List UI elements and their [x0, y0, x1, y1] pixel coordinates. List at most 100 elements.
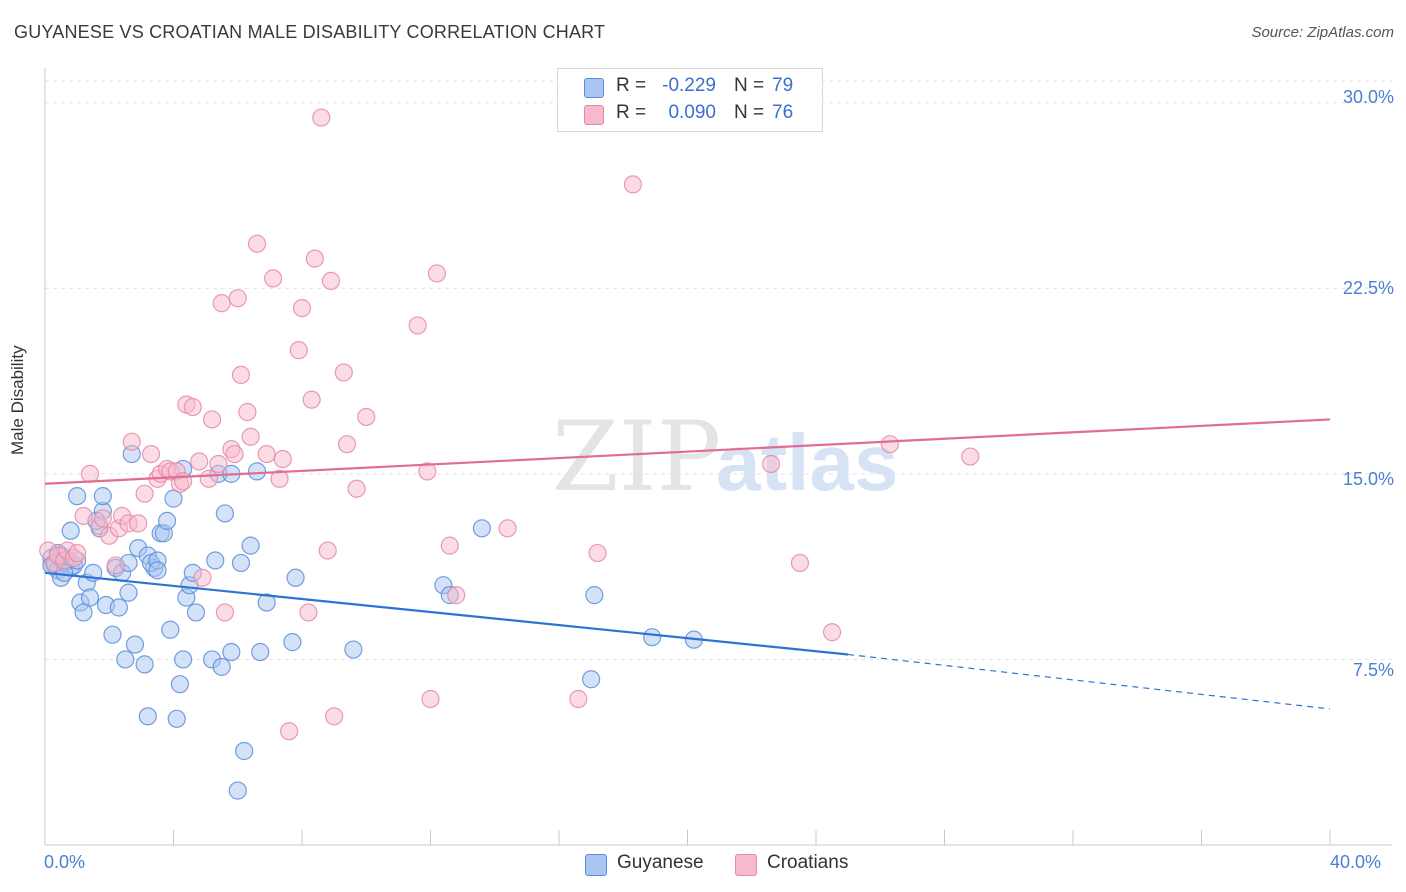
watermark: ZIP atlas — [552, 401, 898, 513]
chart-source: Source: ZipAtlas.com — [1251, 24, 1394, 41]
x-tick-40: 40.0% — [1330, 852, 1382, 872]
legend-label-croatians: Croatians — [767, 852, 849, 873]
croatians-point — [334, 363, 353, 382]
croatians-point — [440, 536, 459, 555]
croatians-trend-line — [44, 418, 1331, 485]
y-tick-30: 30.0% — [1342, 87, 1394, 107]
guyanese-point — [135, 655, 154, 674]
croatians-point — [238, 402, 257, 422]
croatians-point — [880, 435, 899, 454]
croatians-point — [273, 449, 292, 469]
croatians-point — [421, 689, 440, 709]
croatians-point — [961, 447, 980, 466]
guyanese-point — [61, 521, 80, 540]
croatians-point — [270, 469, 289, 488]
croatians-point — [106, 556, 125, 575]
croatians-point — [135, 484, 154, 503]
croatians-point — [280, 722, 299, 741]
croatians-point — [302, 390, 321, 409]
croatians-point — [263, 269, 283, 288]
croatians-point — [292, 299, 312, 318]
croatians-point — [215, 603, 234, 622]
croatians-point — [241, 427, 260, 446]
croatians-point — [190, 452, 209, 471]
guyanese-point — [251, 642, 270, 662]
guyanese-point — [582, 670, 601, 689]
croatians-point — [321, 271, 341, 290]
croatians-point — [93, 509, 112, 528]
guyanese-point — [116, 650, 135, 669]
guyanese-swatch — [584, 78, 604, 98]
croatians-point — [129, 514, 148, 533]
croatians-point — [588, 543, 607, 563]
guyanese-point — [286, 568, 305, 587]
guyanese-point — [257, 593, 276, 612]
croatians-point — [74, 506, 93, 526]
guyanese-point — [103, 625, 122, 644]
stats-legend: R = -0.229 N = 79 R = 0.090 N = 76 — [557, 68, 823, 132]
n-label: N = — [734, 102, 765, 123]
guyanese-trend-line — [44, 571, 849, 656]
croatians-point — [569, 689, 588, 709]
croatians-point — [623, 175, 642, 194]
guyanese-point — [247, 462, 267, 481]
guyanese-point — [93, 487, 112, 506]
n-value: 76 — [772, 102, 794, 123]
guyanese-point — [148, 561, 167, 580]
n-value: 79 — [772, 75, 794, 96]
croatians-point — [193, 568, 212, 587]
guyanese-point — [215, 504, 234, 523]
croatians-point — [202, 410, 222, 429]
y-tick-22-5: 22.5% — [1342, 278, 1394, 298]
trend-lines — [44, 418, 1331, 710]
croatians-point — [209, 454, 228, 474]
croatians-point — [247, 234, 267, 253]
croatians-point — [231, 365, 251, 385]
guyanese-point — [206, 551, 225, 570]
x-tick-0: 0.0% — [44, 852, 86, 872]
guyanese-point — [161, 620, 180, 639]
croatians-point — [325, 707, 344, 726]
r-value: 0.090 — [668, 102, 716, 123]
legend-label-guyanese: Guyanese — [617, 852, 704, 873]
guyanese-point — [212, 657, 231, 676]
croatians-point — [418, 462, 437, 481]
guyanese-point — [643, 628, 662, 647]
guyanese-point — [170, 675, 190, 694]
r-label: R = — [616, 75, 647, 96]
croatians-point — [761, 454, 781, 474]
guyanese-point — [138, 707, 157, 726]
guyanese-point — [186, 603, 206, 622]
guyanese-point — [174, 650, 193, 669]
axes — [44, 68, 1392, 846]
croatians-point — [822, 623, 842, 642]
croatians-point — [427, 264, 447, 283]
guyanese-point — [109, 598, 128, 617]
guyanese-point — [472, 519, 491, 538]
croatians-point — [199, 469, 218, 488]
guyanese-point — [74, 603, 93, 622]
croatians-point — [174, 472, 193, 491]
guyanese-point — [235, 741, 254, 761]
guyanese-point — [231, 553, 251, 573]
croatians-point — [312, 108, 331, 127]
guyanese-point — [283, 633, 302, 652]
guyanese-point — [228, 781, 247, 800]
r-value: -0.229 — [662, 75, 716, 96]
croatians-point — [498, 519, 517, 538]
guyanese-point — [157, 511, 177, 530]
croatians-point — [141, 444, 161, 464]
guyanese-point — [119, 583, 138, 602]
croatians-point — [357, 407, 376, 427]
guyanese-point — [125, 635, 145, 654]
guyanese-point — [222, 642, 241, 662]
y-tick-7-5: 7.5% — [1352, 660, 1394, 680]
croatians-point — [257, 444, 276, 464]
croatians-point — [228, 289, 247, 308]
guyanese-legend-swatch — [585, 854, 607, 876]
croatians-point — [183, 397, 202, 417]
guyanese-point — [167, 709, 186, 728]
croatians-point — [305, 249, 324, 268]
croatians-point — [318, 541, 337, 560]
